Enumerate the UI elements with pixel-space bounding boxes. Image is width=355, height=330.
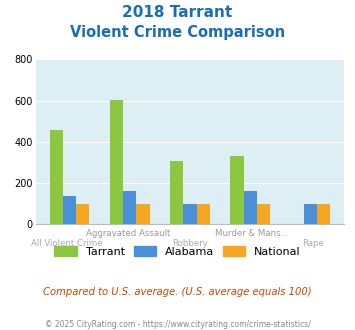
Bar bbox=[76, 204, 89, 224]
Bar bbox=[197, 204, 210, 224]
Text: Murder & Mans...: Murder & Mans... bbox=[215, 229, 289, 238]
Bar bbox=[170, 161, 183, 224]
Bar bbox=[110, 100, 123, 224]
Bar bbox=[123, 191, 136, 224]
Bar bbox=[317, 204, 330, 224]
Bar bbox=[183, 204, 197, 224]
Text: Rape: Rape bbox=[302, 239, 324, 248]
Bar bbox=[244, 191, 257, 224]
Legend: Tarrant, Alabama, National: Tarrant, Alabama, National bbox=[51, 243, 304, 260]
Bar bbox=[63, 195, 76, 224]
Bar bbox=[304, 204, 317, 224]
Text: Aggravated Assault: Aggravated Assault bbox=[86, 229, 170, 238]
Text: Robbery: Robbery bbox=[172, 239, 208, 248]
Bar bbox=[257, 204, 270, 224]
Text: © 2025 CityRating.com - https://www.cityrating.com/crime-statistics/: © 2025 CityRating.com - https://www.city… bbox=[45, 320, 310, 329]
Text: All Violent Crime: All Violent Crime bbox=[31, 239, 102, 248]
Text: Violent Crime Comparison: Violent Crime Comparison bbox=[70, 25, 285, 40]
Bar bbox=[50, 129, 63, 224]
Bar bbox=[230, 156, 244, 224]
Text: Compared to U.S. average. (U.S. average equals 100): Compared to U.S. average. (U.S. average … bbox=[43, 287, 312, 297]
Bar bbox=[136, 204, 149, 224]
Text: 2018 Tarrant: 2018 Tarrant bbox=[122, 5, 233, 20]
